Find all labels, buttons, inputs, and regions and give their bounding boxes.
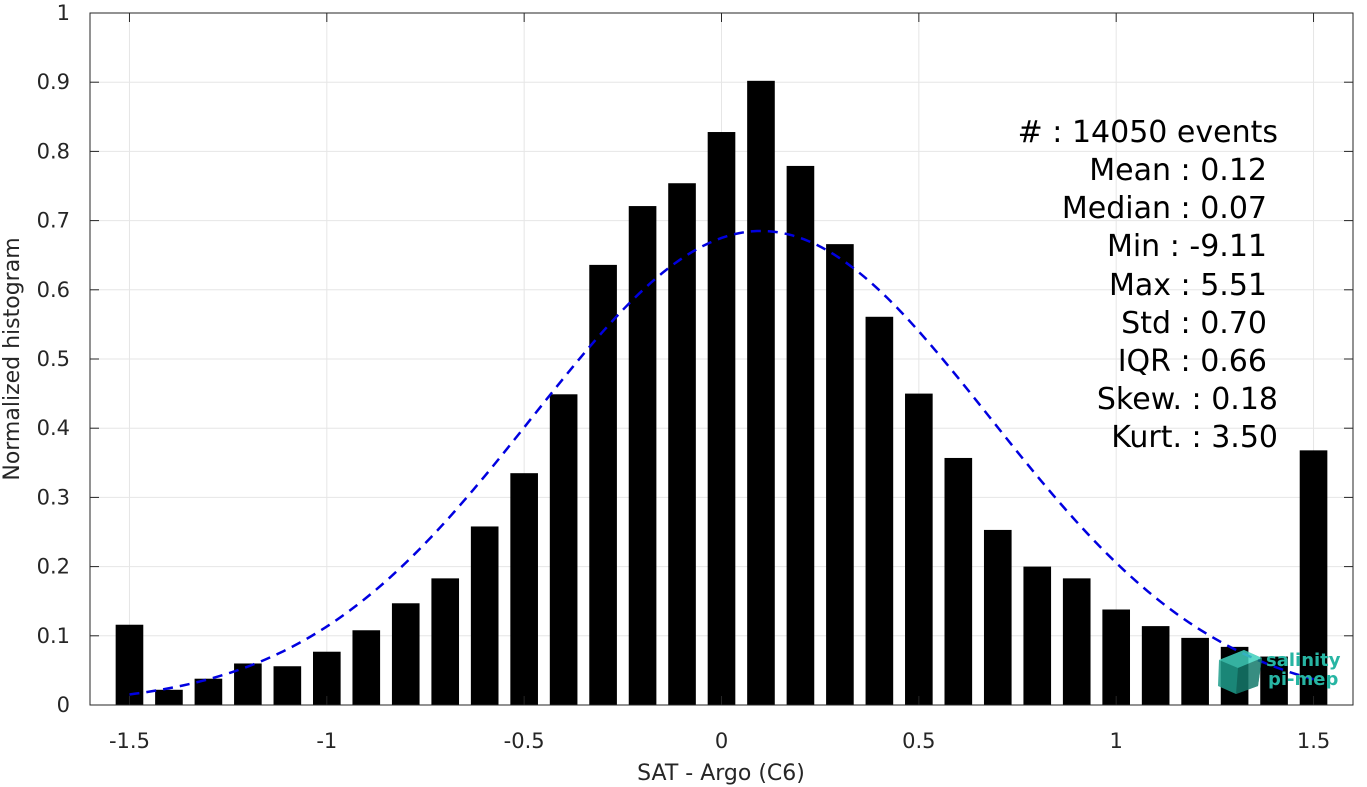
axis-ticks <box>90 12 1353 706</box>
stat-kurt: Kurt. : 3.50 <box>1111 420 1278 455</box>
histogram-bar <box>1181 637 1209 705</box>
y-tick-label: 0.9 <box>37 70 70 94</box>
histogram-bar <box>155 689 183 705</box>
y-tick-label: 0.8 <box>37 139 70 163</box>
histogram-bar <box>470 526 499 705</box>
histogram-bar <box>1260 656 1288 705</box>
histogram-bar <box>983 529 1012 705</box>
logo-text-line2: pi-mep <box>1268 669 1338 690</box>
y-tick-label: 0.3 <box>37 485 70 509</box>
y-tick-label: 0.4 <box>37 416 70 440</box>
stat-events: # : 14050 events <box>1018 115 1278 150</box>
histogram-bar <box>1023 566 1052 705</box>
y-tick-label: 0.6 <box>37 278 70 302</box>
stats-annotation: # : 14050 events Mean : 0.12 Median : 0.… <box>1018 115 1278 455</box>
histogram-bar <box>826 244 854 706</box>
x-tick-label: 1 <box>1110 729 1123 753</box>
histogram-bar <box>510 473 538 705</box>
histogram-bar <box>194 678 223 705</box>
y-axis-label: Normalized histogram <box>0 237 25 480</box>
y-tick-labels: 0 0.1 0.2 0.3 0.4 0.5 0.6 0.7 0.8 0.9 1 <box>37 1 70 717</box>
histogram-bar <box>1062 578 1091 705</box>
stat-mean: Mean : 0.12 <box>1089 153 1267 188</box>
y-tick-label: 0.2 <box>37 555 70 579</box>
histogram-bar <box>1102 609 1131 705</box>
y-tick-label: 0.1 <box>37 624 70 648</box>
stat-std: Std : 0.70 <box>1121 306 1267 341</box>
y-tick-label: 0.5 <box>37 347 70 371</box>
x-tick-label: 0.5 <box>902 729 935 753</box>
stat-skew: Skew. : 0.18 <box>1097 382 1278 417</box>
stat-min: Min : -9.11 <box>1107 229 1267 264</box>
x-tick-label: -1 <box>316 729 337 753</box>
x-tick-label: 0 <box>715 729 728 753</box>
histogram-bar <box>391 603 420 705</box>
y-tick-label: 0.7 <box>37 209 70 233</box>
logo-cube-icon <box>1218 650 1262 694</box>
y-tick-label: 1 <box>57 1 70 25</box>
histogram-bar <box>352 630 381 705</box>
histogram-bar <box>944 457 973 705</box>
stat-iqr: IQR : 0.66 <box>1118 344 1267 379</box>
logo-text-line1: salinity <box>1266 650 1341 671</box>
histogram-bar <box>668 183 696 705</box>
histogram-bar <box>115 624 144 705</box>
x-tick-labels: -1.5 -1 -0.5 0 0.5 1 1.5 <box>109 729 1330 753</box>
histogram-bar <box>628 206 657 705</box>
stat-max: Max : 5.51 <box>1109 268 1267 303</box>
histogram-bar <box>865 316 894 705</box>
histogram-bar <box>905 393 933 705</box>
histogram-bar <box>1299 450 1328 705</box>
stat-median: Median : 0.07 <box>1062 191 1267 226</box>
normal-fit-curve <box>129 229 1314 696</box>
x-tick-label: 1.5 <box>1297 729 1330 753</box>
y-tick-label: 0 <box>57 693 70 717</box>
x-axis-label: SAT - Argo (C6) <box>637 761 805 786</box>
histogram-bar <box>747 80 775 706</box>
x-tick-label: -0.5 <box>504 729 545 753</box>
histogram-bar <box>707 132 736 706</box>
histogram-bars <box>115 80 1328 706</box>
x-tick-label: -1.5 <box>109 729 150 753</box>
histogram-bar <box>589 264 617 705</box>
histogram-bar <box>786 165 815 705</box>
histogram-bar <box>431 578 460 705</box>
histogram-bar <box>273 666 302 705</box>
histogram-bar <box>549 394 578 705</box>
salinity-pimep-logo: salinity pi-mep <box>1218 650 1341 694</box>
histogram-bar <box>1141 626 1170 705</box>
